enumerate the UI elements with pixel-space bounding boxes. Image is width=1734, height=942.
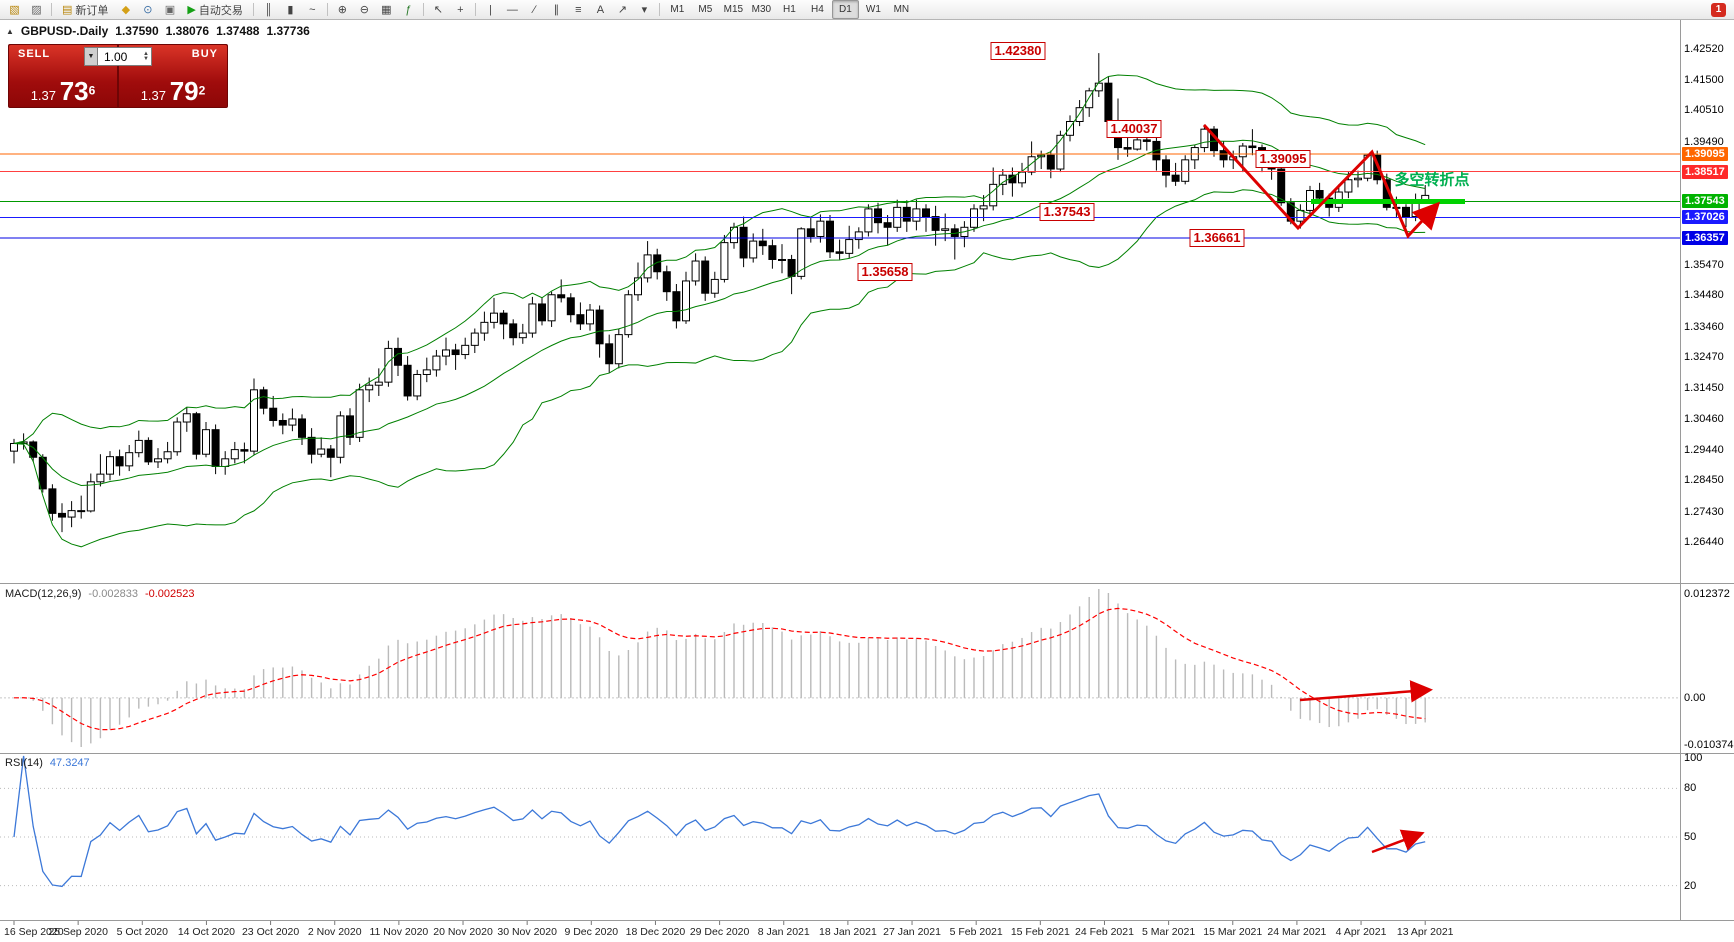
vertical-line-icon: | [488, 3, 492, 16]
metaeditor-icon: ◆ [121, 4, 131, 16]
trendline-icon: ∕ [533, 3, 536, 16]
profiles-button[interactable]: ▨ [26, 0, 47, 19]
volume-stepper[interactable]: ▲ ▼ [143, 50, 149, 62]
timeframe-m5-button[interactable]: M5 [698, 4, 713, 15]
tile-windows-icon: ▦ [381, 4, 392, 16]
candles-mode-icon: ▮ [287, 4, 294, 16]
symbol-icon: ▲ [6, 26, 14, 36]
fibonacci-button[interactable]: ≡ [568, 0, 589, 19]
ohlc-open: 1.37590 [115, 24, 159, 38]
ohlc-high: 1.38076 [165, 24, 210, 38]
bars-mode-icon: ║ [264, 3, 273, 16]
new-chart-button[interactable]: ▧ [4, 0, 25, 19]
channel-button[interactable]: ∥ [546, 0, 567, 19]
volume-dropdown-button[interactable]: ▼ [84, 47, 98, 66]
auto-trading-button-label: 自动交易 [198, 4, 243, 17]
channel-icon: ∥ [553, 4, 560, 16]
rsi-indicator-label: RSI(14) 47.3247 [5, 757, 90, 769]
metaeditor-button[interactable]: ◆ [115, 0, 136, 19]
timeframe-d1-button[interactable]: D1 [831, 0, 859, 19]
timeframe-m15-button[interactable]: M15 [723, 4, 744, 15]
auto-trading-button[interactable]: ▶ 自动交易 [181, 0, 248, 19]
sell-price: 1.37 736 [30, 76, 96, 106]
buy-price: 1.37 792 [140, 76, 206, 106]
new-chart-icon: ▧ [9, 4, 20, 16]
toolbar: ▧ ▨ ▤ 新订单 ◆ ⊙ ▣ ▶ 自动交易 ║ ▮ ~ ⊕ ⊖ ▦ ƒ ↖ + | — ∕ ∥ ≡ A ↗ ▾ M1 M5 M15 M3… [0, 0, 1734, 20]
horizontal-line-button[interactable]: — [502, 0, 523, 19]
new-order-button-label: 新订单 [75, 4, 109, 17]
ohlc-low: 1.37488 [216, 24, 260, 38]
chart-title: ▲ GBPUSD-.Daily 1.37590 1.38076 1.37488 … [6, 24, 310, 38]
notification-badge[interactable]: 1 [1711, 2, 1726, 17]
alerts-button[interactable]: ⊙ [137, 0, 158, 19]
line-mode-button[interactable]: ~ [302, 0, 323, 19]
cursor-button[interactable]: ↖ [428, 0, 449, 19]
auto-trading-icon: ▶ [187, 4, 196, 16]
toolbar-separator [422, 3, 424, 16]
timeframe-m30-button[interactable]: M30 [751, 4, 772, 15]
arrows-button[interactable]: ↗ [612, 0, 633, 19]
new-order-button[interactable]: ▤ 新订单 [56, 0, 114, 19]
arrows-icon: ↗ [617, 4, 627, 16]
market-watch-icon: ▣ [164, 4, 176, 16]
trendline-button[interactable]: ∕ [524, 0, 545, 19]
sell-label: SELL [18, 48, 51, 60]
symbol-name: GBPUSD-.Daily [20, 24, 109, 38]
shapes-dropdown-button[interactable]: ▾ [634, 0, 655, 19]
zoom-in-button[interactable]: ⊕ [332, 0, 353, 19]
line-mode-icon: ~ [309, 3, 316, 16]
timeframe-mn-button[interactable]: MN [893, 4, 910, 15]
chevron-down-icon: ▾ [641, 4, 648, 16]
timeframe-h4-button[interactable]: H4 [810, 4, 824, 15]
timeframe-h1-button[interactable]: H1 [782, 4, 796, 15]
bars-mode-button[interactable]: ║ [258, 0, 279, 19]
timeframe-m1-button[interactable]: M1 [670, 4, 685, 15]
toolbar-separator [51, 3, 52, 16]
toolbar-separator [474, 3, 476, 16]
market-watch-button[interactable]: ▣ [159, 0, 180, 19]
timeframe-w1-button[interactable]: W1 [865, 4, 881, 15]
profiles-icon: ▨ [31, 4, 42, 16]
ohlc-close: 1.37736 [266, 24, 310, 38]
crosshair-icon: + [457, 3, 464, 16]
zoom-in-icon: ⊕ [337, 4, 347, 16]
macd-indicator-label: MACD(12,26,9) -0.002833 -0.002523 [5, 588, 195, 600]
text-button[interactable]: A [590, 0, 611, 19]
indicators-button[interactable]: ƒ [398, 0, 419, 19]
buy-label: BUY [191, 48, 218, 60]
toolbar-separator [326, 3, 328, 16]
vertical-line-button[interactable]: | [480, 0, 501, 19]
candles-mode-button[interactable]: ▮ [280, 0, 301, 19]
horizontal-line-icon: — [506, 3, 518, 16]
zoom-out-icon: ⊖ [359, 4, 369, 16]
cursor-icon: ↖ [433, 4, 443, 16]
volume-input[interactable]: 1.00 ▲ ▼ [98, 47, 152, 66]
zoom-out-button[interactable]: ⊖ [354, 0, 375, 19]
alerts-icon: ⊙ [143, 4, 153, 16]
fibonacci-icon: ≡ [575, 3, 582, 16]
new-order-icon: ▤ [62, 4, 73, 16]
toolbar-separator [252, 3, 254, 16]
tile-windows-button[interactable]: ▦ [376, 0, 397, 19]
one-click-trading-panel: SELL 1.37 736 BUY 1.37 792 ▼ 1.00 ▲ ▼ [8, 44, 228, 108]
text-icon: A [596, 3, 605, 16]
indicators-icon: ƒ [405, 3, 412, 16]
toolbar-separator [658, 3, 660, 16]
crosshair-button[interactable]: + [450, 0, 471, 19]
